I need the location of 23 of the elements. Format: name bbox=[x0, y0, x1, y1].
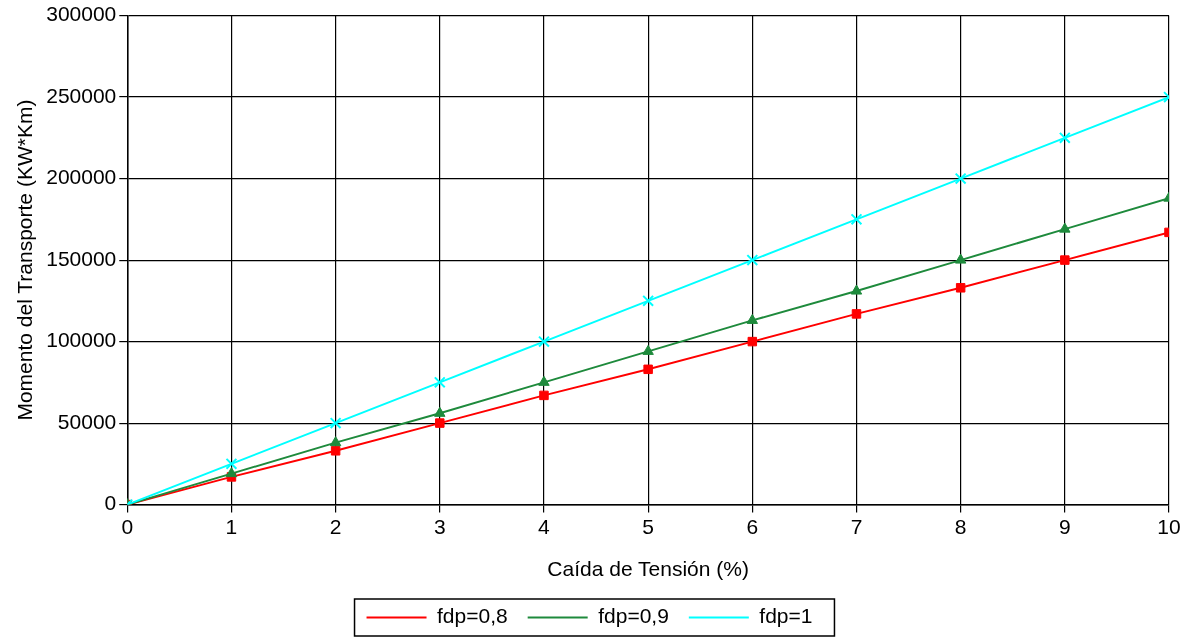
x-tick-label: 5 bbox=[642, 515, 654, 538]
x-tick-label: 10 bbox=[1157, 515, 1181, 538]
y-tick-label: 200000 bbox=[46, 165, 117, 189]
x-axis-title: Caída de Tensión (%) bbox=[547, 557, 749, 581]
x-tick-label: 4 bbox=[538, 515, 551, 538]
y-tick-label: 50000 bbox=[57, 409, 117, 433]
x-tick-label: 1 bbox=[225, 515, 238, 538]
y-tick-label: 100000 bbox=[46, 328, 117, 352]
legend-label: fdp=0,9 bbox=[598, 604, 669, 628]
y-tick-label: 0 bbox=[104, 491, 117, 515]
x-tick-label: 7 bbox=[850, 515, 863, 538]
x-tick-label: 3 bbox=[433, 515, 446, 538]
y-tick-label: 250000 bbox=[46, 83, 117, 107]
y-axis-title: Momento del Transporte (KW*Km) bbox=[13, 99, 37, 421]
legend-label: fdp=1 bbox=[759, 604, 813, 628]
y-tick-label: 150000 bbox=[46, 246, 117, 270]
x-tick-label: 8 bbox=[954, 515, 967, 538]
x-tick-label: 9 bbox=[1058, 515, 1071, 538]
x-tick-label: 6 bbox=[746, 515, 759, 538]
x-tick-label: 0 bbox=[121, 515, 134, 538]
x-tick-label: 2 bbox=[329, 515, 342, 538]
legend-label: fdp=0,8 bbox=[437, 604, 508, 628]
y-tick-label: 300000 bbox=[46, 2, 117, 26]
